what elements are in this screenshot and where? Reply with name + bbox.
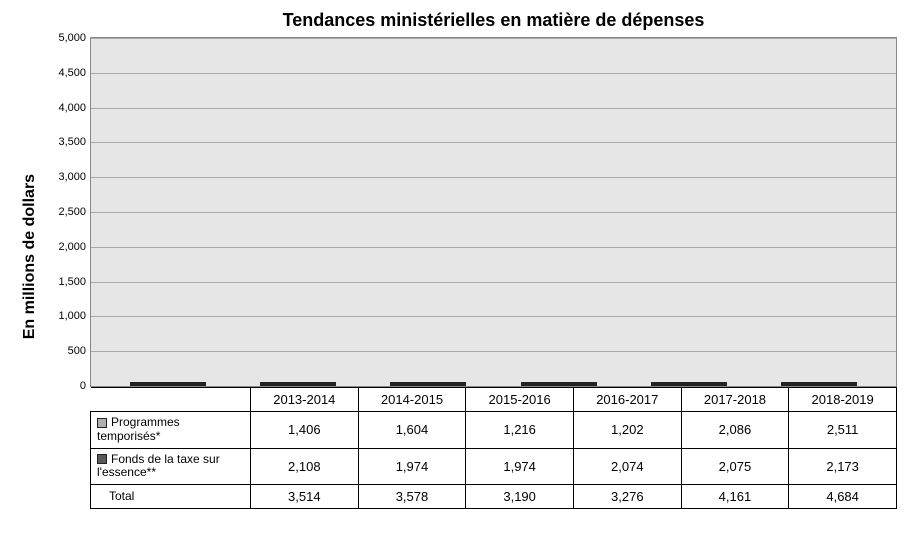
plot-region: 05001,0001,5002,0002,5003,0003,5004,0004… (90, 37, 897, 387)
x-axis-label: 2017-2018 (681, 388, 789, 412)
table-row: Fonds de la taxe sur l'essence**2,1081,9… (91, 448, 897, 485)
y-axis-label: En millions de dollars (21, 174, 39, 339)
series-label: Programmes temporisés* (97, 415, 180, 443)
data-cell: 2,173 (789, 448, 897, 485)
table-row: Programmes temporisés* 1,4061,6041,2161,2… (91, 412, 897, 449)
data-cell: 1,202 (573, 412, 681, 449)
total-cell: 4,684 (789, 485, 897, 509)
grid-line (91, 108, 896, 109)
row-label-cell: Programmes temporisés* (91, 412, 251, 449)
total-row: Total3,5143,5783,1903,2764,1614,684 (91, 485, 897, 509)
bar-segment (781, 384, 857, 386)
row-label-cell: Fonds de la taxe sur l'essence** (91, 448, 251, 485)
legend-swatch (97, 418, 107, 428)
bar-segment (651, 384, 727, 386)
y-tick-label: 3,500 (41, 136, 86, 148)
data-cell: 2,108 (251, 448, 359, 485)
x-axis-label: 2013-2014 (251, 388, 359, 412)
data-cell: 2,511 (789, 412, 897, 449)
bar-segment (130, 384, 206, 386)
stacked-bar (260, 382, 336, 386)
bar-segment (260, 384, 336, 386)
stacked-bar (390, 382, 466, 386)
stacked-bar (781, 382, 857, 386)
grid-line (91, 316, 896, 317)
y-tick-label: 4,500 (41, 67, 86, 79)
x-axis-label: 2014-2015 (358, 388, 466, 412)
grid-line (91, 73, 896, 74)
data-cell: 1,974 (466, 448, 574, 485)
data-table: 2013-20142014-20152015-20162016-20172017… (90, 387, 897, 509)
y-tick-label: 2,500 (41, 206, 86, 218)
grid-line (91, 177, 896, 178)
series-label: Fonds de la taxe sur l'essence** (97, 452, 220, 480)
legend-swatch (97, 454, 107, 464)
data-cell: 1,604 (358, 412, 466, 449)
stacked-bar (521, 382, 597, 386)
stacked-bar (651, 382, 727, 386)
grid-line (91, 351, 896, 352)
grid-line (91, 212, 896, 213)
y-tick-label: 500 (41, 345, 86, 357)
grid-line (91, 282, 896, 283)
y-tick-label: 5,000 (41, 32, 86, 44)
data-cell: 2,086 (681, 412, 789, 449)
y-tick-label: 3,000 (41, 171, 86, 183)
x-axis-label: 2018-2019 (789, 388, 897, 412)
total-label: Total (91, 485, 251, 509)
y-tick-label: 1,500 (41, 276, 86, 288)
y-tick-label: 2,000 (41, 241, 86, 253)
total-cell: 4,161 (681, 485, 789, 509)
x-axis-label: 2015-2016 (466, 388, 574, 412)
plot-area: 05001,0001,5002,0002,5003,0003,5004,0004… (90, 37, 897, 387)
data-cell: 2,074 (573, 448, 681, 485)
total-cell: 3,276 (573, 485, 681, 509)
x-axis-row: 2013-20142014-20152015-20162016-20172017… (91, 388, 897, 412)
bar-segment (521, 384, 597, 386)
chart-title: Tendances ministérielles en matière de d… (90, 10, 897, 31)
grid-line (91, 247, 896, 248)
chart-container: Tendances ministérielles en matière de d… (10, 10, 897, 532)
bar-segment (390, 384, 466, 386)
data-cell: 1,406 (251, 412, 359, 449)
grid-line (91, 38, 896, 39)
x-axis-label: 2016-2017 (573, 388, 681, 412)
total-cell: 3,190 (466, 485, 574, 509)
table-spacer (91, 388, 251, 412)
grid-line (91, 142, 896, 143)
y-tick-label: 4,000 (41, 102, 86, 114)
y-tick-label: 0 (41, 380, 86, 392)
y-axis-ticks: 05001,0001,5002,0002,5003,0003,5004,0004… (41, 38, 86, 386)
data-cell: 2,075 (681, 448, 789, 485)
y-tick-label: 1,000 (41, 310, 86, 322)
stacked-bar (130, 382, 206, 386)
total-cell: 3,578 (358, 485, 466, 509)
data-cell: 1,216 (466, 412, 574, 449)
total-cell: 3,514 (251, 485, 359, 509)
data-cell: 1,974 (358, 448, 466, 485)
